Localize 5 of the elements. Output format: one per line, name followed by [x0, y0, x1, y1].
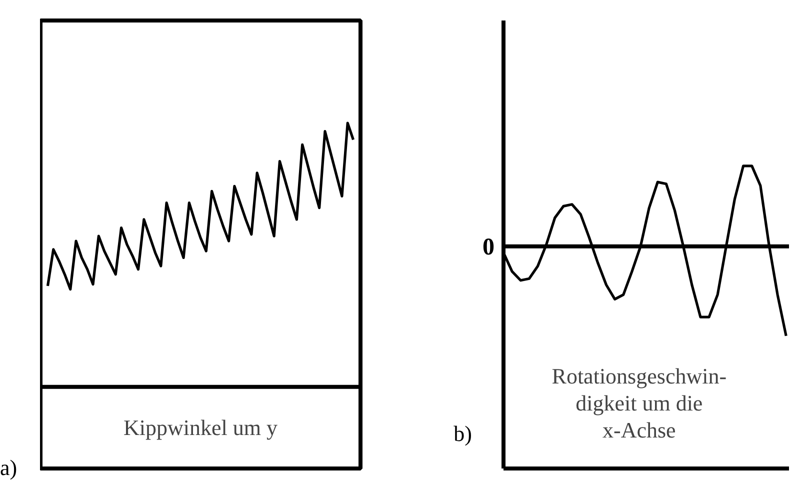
ref-line-label: 0 — [482, 234, 494, 260]
text: a) — [0, 454, 18, 482]
x-axis-title: Rotationsgeschwin- digkeit um die x-Achse — [552, 364, 727, 443]
text: b) — [454, 420, 472, 448]
x-axis-title: Kippwinkel um y — [124, 415, 278, 440]
